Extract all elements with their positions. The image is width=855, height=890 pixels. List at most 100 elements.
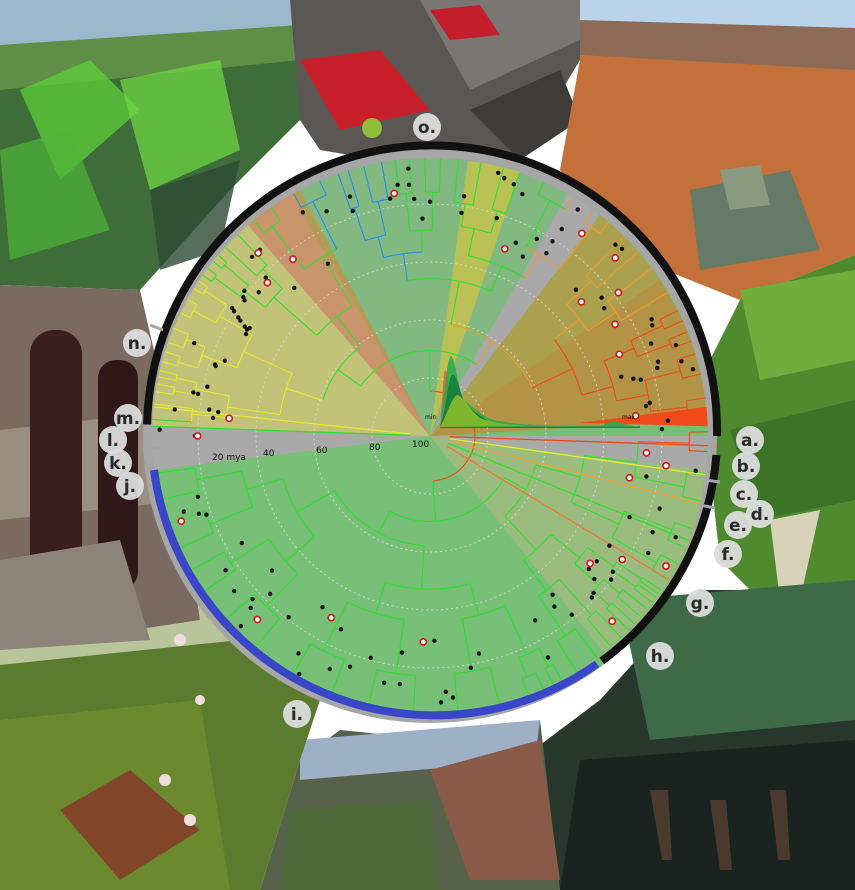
tip-marker-black [387,196,393,201]
tip-marker-black [450,695,456,700]
stem-branch [525,200,551,248]
stem-branch [412,675,417,711]
node-arc [254,593,281,619]
tip-marker-black [657,506,662,511]
stem-branch [191,413,227,418]
rate-ray [152,425,411,436]
node-arc [316,305,353,336]
node-arc [407,278,492,292]
stem-branch [650,406,688,412]
tip-marker-black [569,612,575,617]
tip-marker-black [324,209,329,214]
panel-label-badge [283,700,311,728]
stem-branch [265,573,298,607]
stem-branch [667,539,685,548]
tip-marker-black [534,236,539,242]
stem-branch [193,310,217,324]
tip-marker-black [468,665,474,671]
stem-branch [336,316,361,348]
tip-marker-black [250,596,255,602]
stem-branch [587,311,617,332]
tip-marker-black [196,511,202,517]
panel-label-text: e. [729,516,747,536]
stem-branch [347,170,360,207]
panel-label-text: n. [128,334,147,354]
stem-branch [682,495,701,502]
tip-marker-red [618,555,627,564]
tip-marker-black [195,494,201,500]
tip-marker-black [238,318,243,323]
tip-marker-black [192,340,197,346]
panel-label-text: o. [418,118,436,138]
node-arc [399,192,413,195]
node-arc [383,251,423,259]
tip-marker-red [625,473,634,482]
stem-branch [402,253,408,281]
stem-branch [193,551,225,570]
tip-marker-black [559,226,565,232]
node-arc [454,201,474,206]
panel-label-text: b. [737,457,756,477]
stem-branch [616,394,649,402]
stem-branch [489,667,499,700]
stem-branch [461,618,473,672]
stem-branch [207,268,217,276]
node-arc [389,477,506,522]
tip-marker-black [320,604,325,610]
tip-marker-black [613,242,618,247]
panel-label-text: j. [123,477,136,497]
stem-branch [565,197,574,210]
node-arc [282,478,315,537]
tip-marker-black [231,309,237,314]
tip-marker-black [238,624,244,629]
dark-inflorescence-photo-icon [0,285,200,650]
stem-branch [538,648,549,668]
tip-marker-black [655,359,661,364]
stem-branch [204,290,227,306]
stem-branch [270,207,281,222]
age-circle-20 [197,203,663,669]
phylogeny-disc: 20 mya 40 60 80 100 min max [143,141,722,723]
stem-branch [237,234,268,266]
tip-marker-red [289,255,297,264]
tip-marker-black [338,627,344,632]
stem-branch [490,210,499,234]
stem-branch [421,545,425,589]
stem-branch [420,230,423,252]
tip-marker-red [253,615,262,624]
stem-branch [377,236,385,258]
node-arc [492,208,506,215]
panel-label-m: m. [114,404,142,432]
tip-marker-black [648,341,654,346]
stem-branch [273,296,318,336]
stem-branch [639,580,660,595]
tip-marker-black [544,251,549,256]
panel-label-text: c. [736,485,753,505]
ring-separators [147,323,721,510]
tip-marker-black [300,210,305,215]
tip-marker-black [241,294,246,300]
stem-branch [198,280,208,288]
tip-marker-black [643,403,649,409]
stem-branch [296,490,336,513]
stem-branch [504,477,526,490]
panel-label-d: d. [746,500,774,528]
clade-bar-blue [150,469,600,720]
tip-marker-red [615,350,624,359]
node-arc [523,533,552,561]
stem-branch [153,403,193,410]
stem-branch [453,673,459,707]
panel-label-n: n. [123,329,151,357]
stem-branch [674,522,693,530]
panel-label-e: e. [724,511,752,539]
density-curve-olive [440,395,530,427]
stem-branch [409,158,413,193]
stem-branch [659,309,679,321]
tip-marker-black [232,588,237,594]
tip-branch [633,610,642,618]
stem-branch [660,554,678,564]
stem-branch [535,464,581,478]
stem-branch [453,159,460,203]
tip-marker-black [655,365,660,371]
stem-branch [504,605,528,655]
